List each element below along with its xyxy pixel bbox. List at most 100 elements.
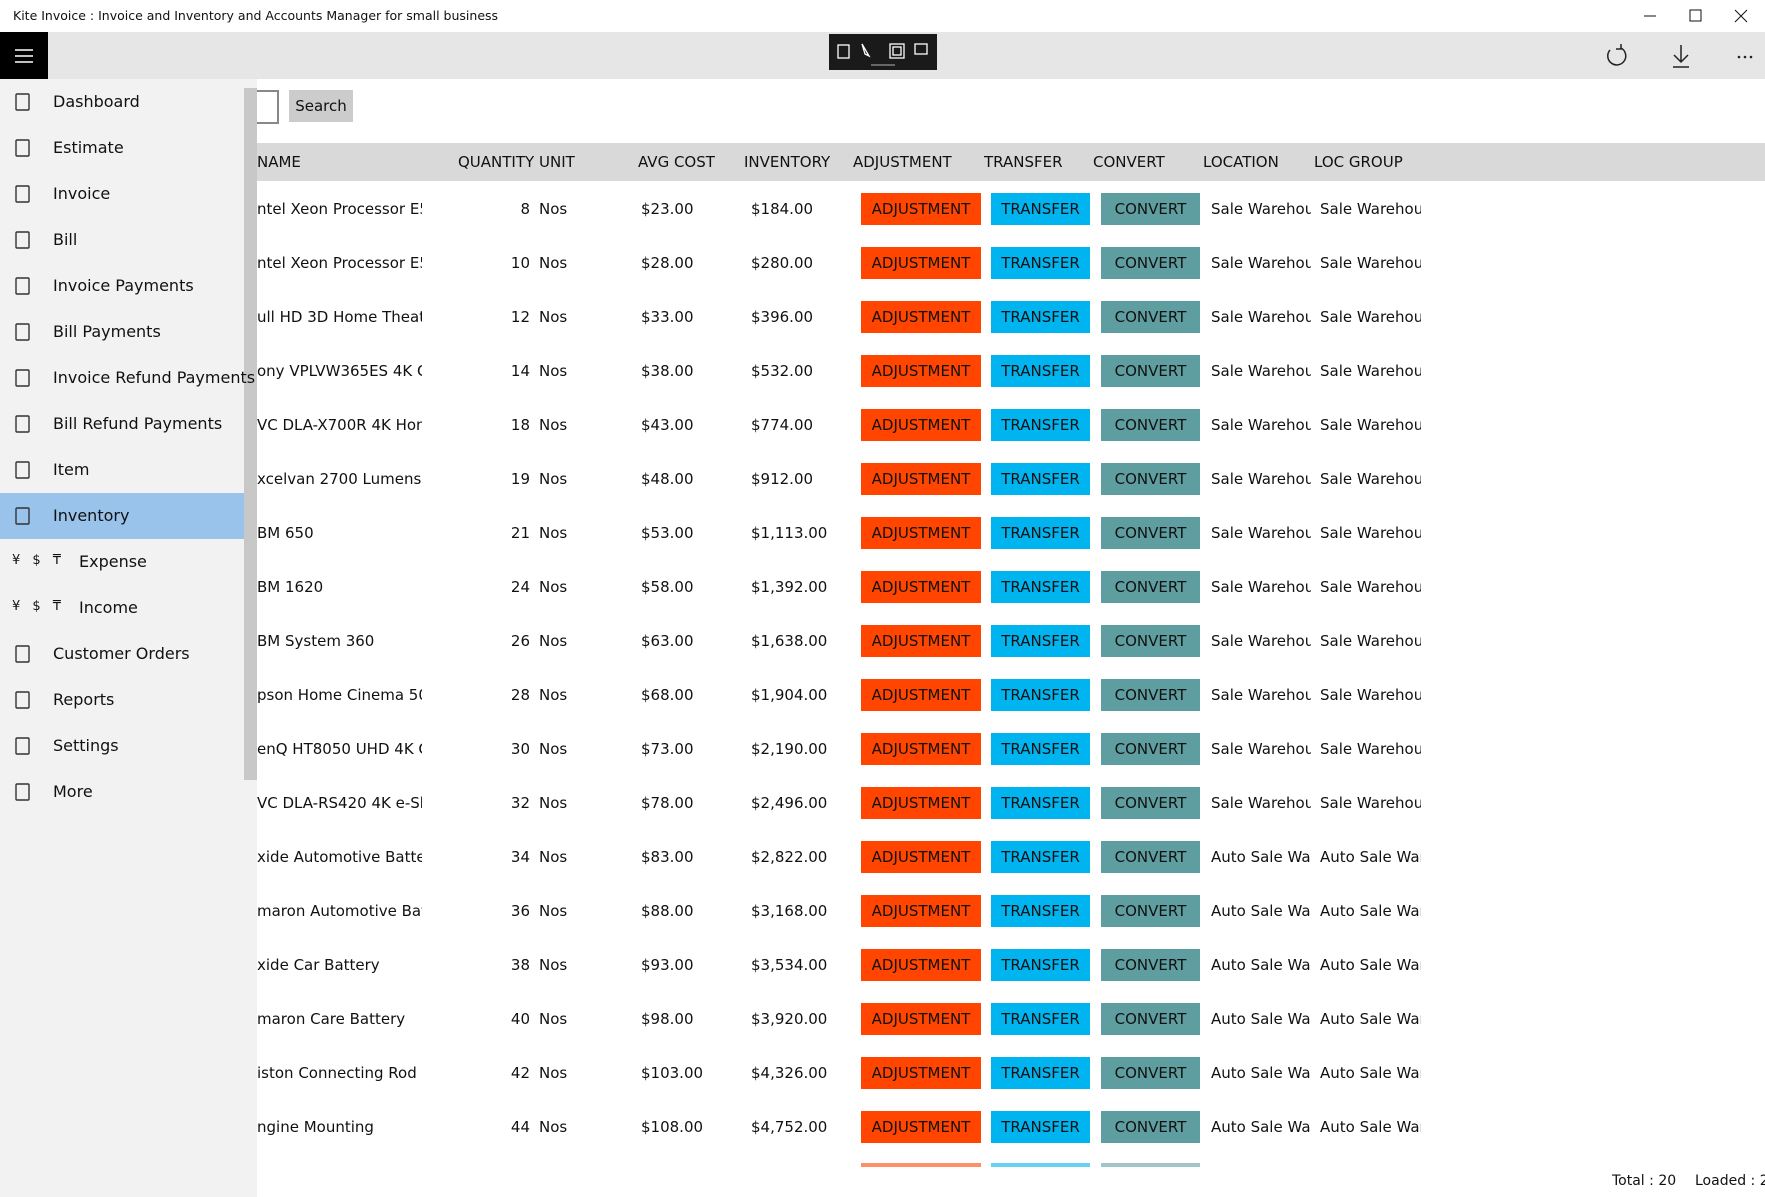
row-button[interactable]: CONVERT	[1101, 679, 1200, 711]
row-button[interactable]: CONVERT	[1101, 301, 1200, 333]
cell: VC DLA-RS420 4K e-Shift	[257, 794, 422, 812]
nav-item[interactable]: Estimate	[0, 125, 244, 171]
cell: $48.00	[641, 470, 694, 488]
row-button[interactable]: TRANSFER	[991, 1057, 1090, 1089]
cell: Sale Warehouse	[1320, 686, 1421, 704]
row-button[interactable]: TRANSFER	[991, 625, 1090, 657]
row-button[interactable]: TRANSFER	[991, 895, 1090, 927]
row-button[interactable]: ADJUSTMENT	[861, 247, 981, 279]
row-button[interactable]: CONVERT	[1101, 193, 1200, 225]
row-button[interactable]: TRANSFER	[991, 463, 1090, 495]
cell: 14	[510, 362, 530, 380]
scroll-thumb[interactable]	[244, 88, 257, 780]
row-button[interactable]: CONVERT	[1101, 571, 1200, 603]
row-button[interactable]: ADJUSTMENT	[861, 1057, 981, 1089]
cell: $4,752.00	[751, 1118, 828, 1136]
app-bar-actions[interactable]	[1595, 38, 1765, 74]
row-button[interactable]: ADJUSTMENT	[861, 625, 981, 657]
row-button[interactable]: CONVERT	[1101, 1111, 1200, 1143]
cell: $108.00	[641, 1118, 704, 1136]
row-button[interactable]: TRANSFER	[991, 679, 1090, 711]
cell: Auto Sale Warehouse	[1320, 902, 1421, 920]
row-button[interactable]: TRANSFER	[991, 517, 1090, 549]
row-button[interactable]: TRANSFER	[991, 301, 1090, 333]
row-button[interactable]: ADJUSTMENT	[861, 355, 981, 387]
row-button[interactable]: ADJUSTMENT	[861, 787, 981, 819]
row-button[interactable]: CONVERT	[1101, 463, 1200, 495]
nav-icon	[15, 323, 30, 341]
nav-item[interactable]: Invoice	[0, 171, 244, 217]
row-button[interactable]: CONVERT	[1101, 1057, 1200, 1089]
row-button[interactable]: TRANSFER	[991, 949, 1090, 981]
row-button[interactable]: CONVERT	[1101, 409, 1200, 441]
cell: maron Care Battery	[257, 1010, 406, 1028]
row-button[interactable]: CONVERT	[1101, 733, 1200, 765]
row-button[interactable]: CONVERT	[1101, 247, 1200, 279]
row-button[interactable]: TRANSFER	[991, 1003, 1090, 1035]
nav-item[interactable]: More	[0, 769, 244, 815]
search-box[interactable]	[257, 90, 279, 124]
nav-item[interactable]: Item	[0, 447, 244, 493]
cell: $63.00	[641, 632, 694, 650]
nav-item[interactable]: Bill Refund Payments	[0, 401, 244, 447]
row-button[interactable]: TRANSFER	[991, 841, 1090, 873]
row-button[interactable]: TRANSFER	[991, 733, 1090, 765]
row-button[interactable]: CONVERT	[1101, 895, 1200, 927]
row-button[interactable]: CONVERT	[1101, 787, 1200, 819]
nav-item[interactable]: Dashboard	[0, 79, 244, 125]
row-button[interactable]: CONVERT	[1101, 517, 1200, 549]
column-header: LOC GROUP	[1314, 153, 1403, 171]
nav-icon: ¥ $ ₸	[12, 599, 62, 614]
row-button[interactable]: CONVERT	[1101, 1003, 1200, 1035]
cell: Sale Warehouse	[1320, 578, 1421, 596]
row-button[interactable]: ADJUSTMENT	[861, 463, 981, 495]
row-button[interactable]: ADJUSTMENT	[861, 571, 981, 603]
row-button[interactable]: TRANSFER	[991, 1111, 1090, 1143]
row-button[interactable]: ADJUSTMENT	[861, 1111, 981, 1143]
row-button[interactable]: CONVERT	[1101, 949, 1200, 981]
hamburger-button[interactable]	[0, 32, 48, 79]
nav-item[interactable]: ¥ $ ₸ Expense	[0, 539, 244, 585]
nav-item[interactable]: Inventory	[0, 493, 244, 539]
cell: Sale Warehouse	[1320, 524, 1421, 542]
nav-item[interactable]: Bill Payments	[0, 309, 244, 355]
row-button[interactable]: ADJUSTMENT	[861, 409, 981, 441]
nav-item[interactable]: ¥ $ ₸ Income	[0, 585, 244, 631]
cell: $912.00	[751, 470, 814, 488]
row-button[interactable]: ADJUSTMENT	[861, 193, 981, 225]
row-button[interactable]: CONVERT	[1101, 625, 1200, 657]
row-button[interactable]: TRANSFER	[991, 787, 1090, 819]
row-button[interactable]: ADJUSTMENT	[861, 841, 981, 873]
window-controls[interactable]	[1620, 0, 1765, 32]
cell: Sale Warehouse	[1320, 200, 1421, 218]
nav-item[interactable]: Invoice Refund Payments	[0, 355, 255, 401]
nav-item[interactable]: Reports	[0, 677, 244, 723]
cell: Sale Warehouse	[1211, 470, 1311, 488]
nav-item[interactable]: Invoice Payments	[0, 263, 244, 309]
row-button[interactable]: TRANSFER	[991, 193, 1090, 225]
row-button[interactable]: CONVERT	[1101, 355, 1200, 387]
row-button[interactable]: TRANSFER	[991, 409, 1090, 441]
nav-item[interactable]: Settings	[0, 723, 244, 769]
row-button[interactable]: ADJUSTMENT	[861, 949, 981, 981]
cell: BM 650	[257, 524, 314, 542]
row-button[interactable]: ADJUSTMENT	[861, 1003, 981, 1035]
row-button[interactable]: ADJUSTMENT	[861, 301, 981, 333]
nav-item[interactable]: Customer Orders	[0, 631, 244, 677]
cell: Auto Sale Warehouse	[1211, 956, 1311, 974]
cell: Sale Warehouse	[1320, 254, 1421, 272]
row-button[interactable]: ADJUSTMENT	[861, 679, 981, 711]
row-button[interactable]: ADJUSTMENT	[861, 733, 981, 765]
row-button[interactable]: CONVERT	[1101, 841, 1200, 873]
row-button[interactable]: ADJUSTMENT	[861, 895, 981, 927]
search-button[interactable]: Search	[289, 90, 353, 122]
nav-item[interactable]: Bill	[0, 217, 244, 263]
cell: $1,638.00	[751, 632, 828, 650]
row-button[interactable]: TRANSFER	[991, 355, 1090, 387]
row-button[interactable]: ADJUSTMENT	[861, 517, 981, 549]
row-button[interactable]: TRANSFER	[991, 247, 1090, 279]
row-button[interactable]: TRANSFER	[991, 571, 1090, 603]
cell: Auto Sale Warehouse	[1320, 956, 1421, 974]
cell: $774.00	[751, 416, 814, 434]
partial-row	[1101, 1163, 1200, 1167]
